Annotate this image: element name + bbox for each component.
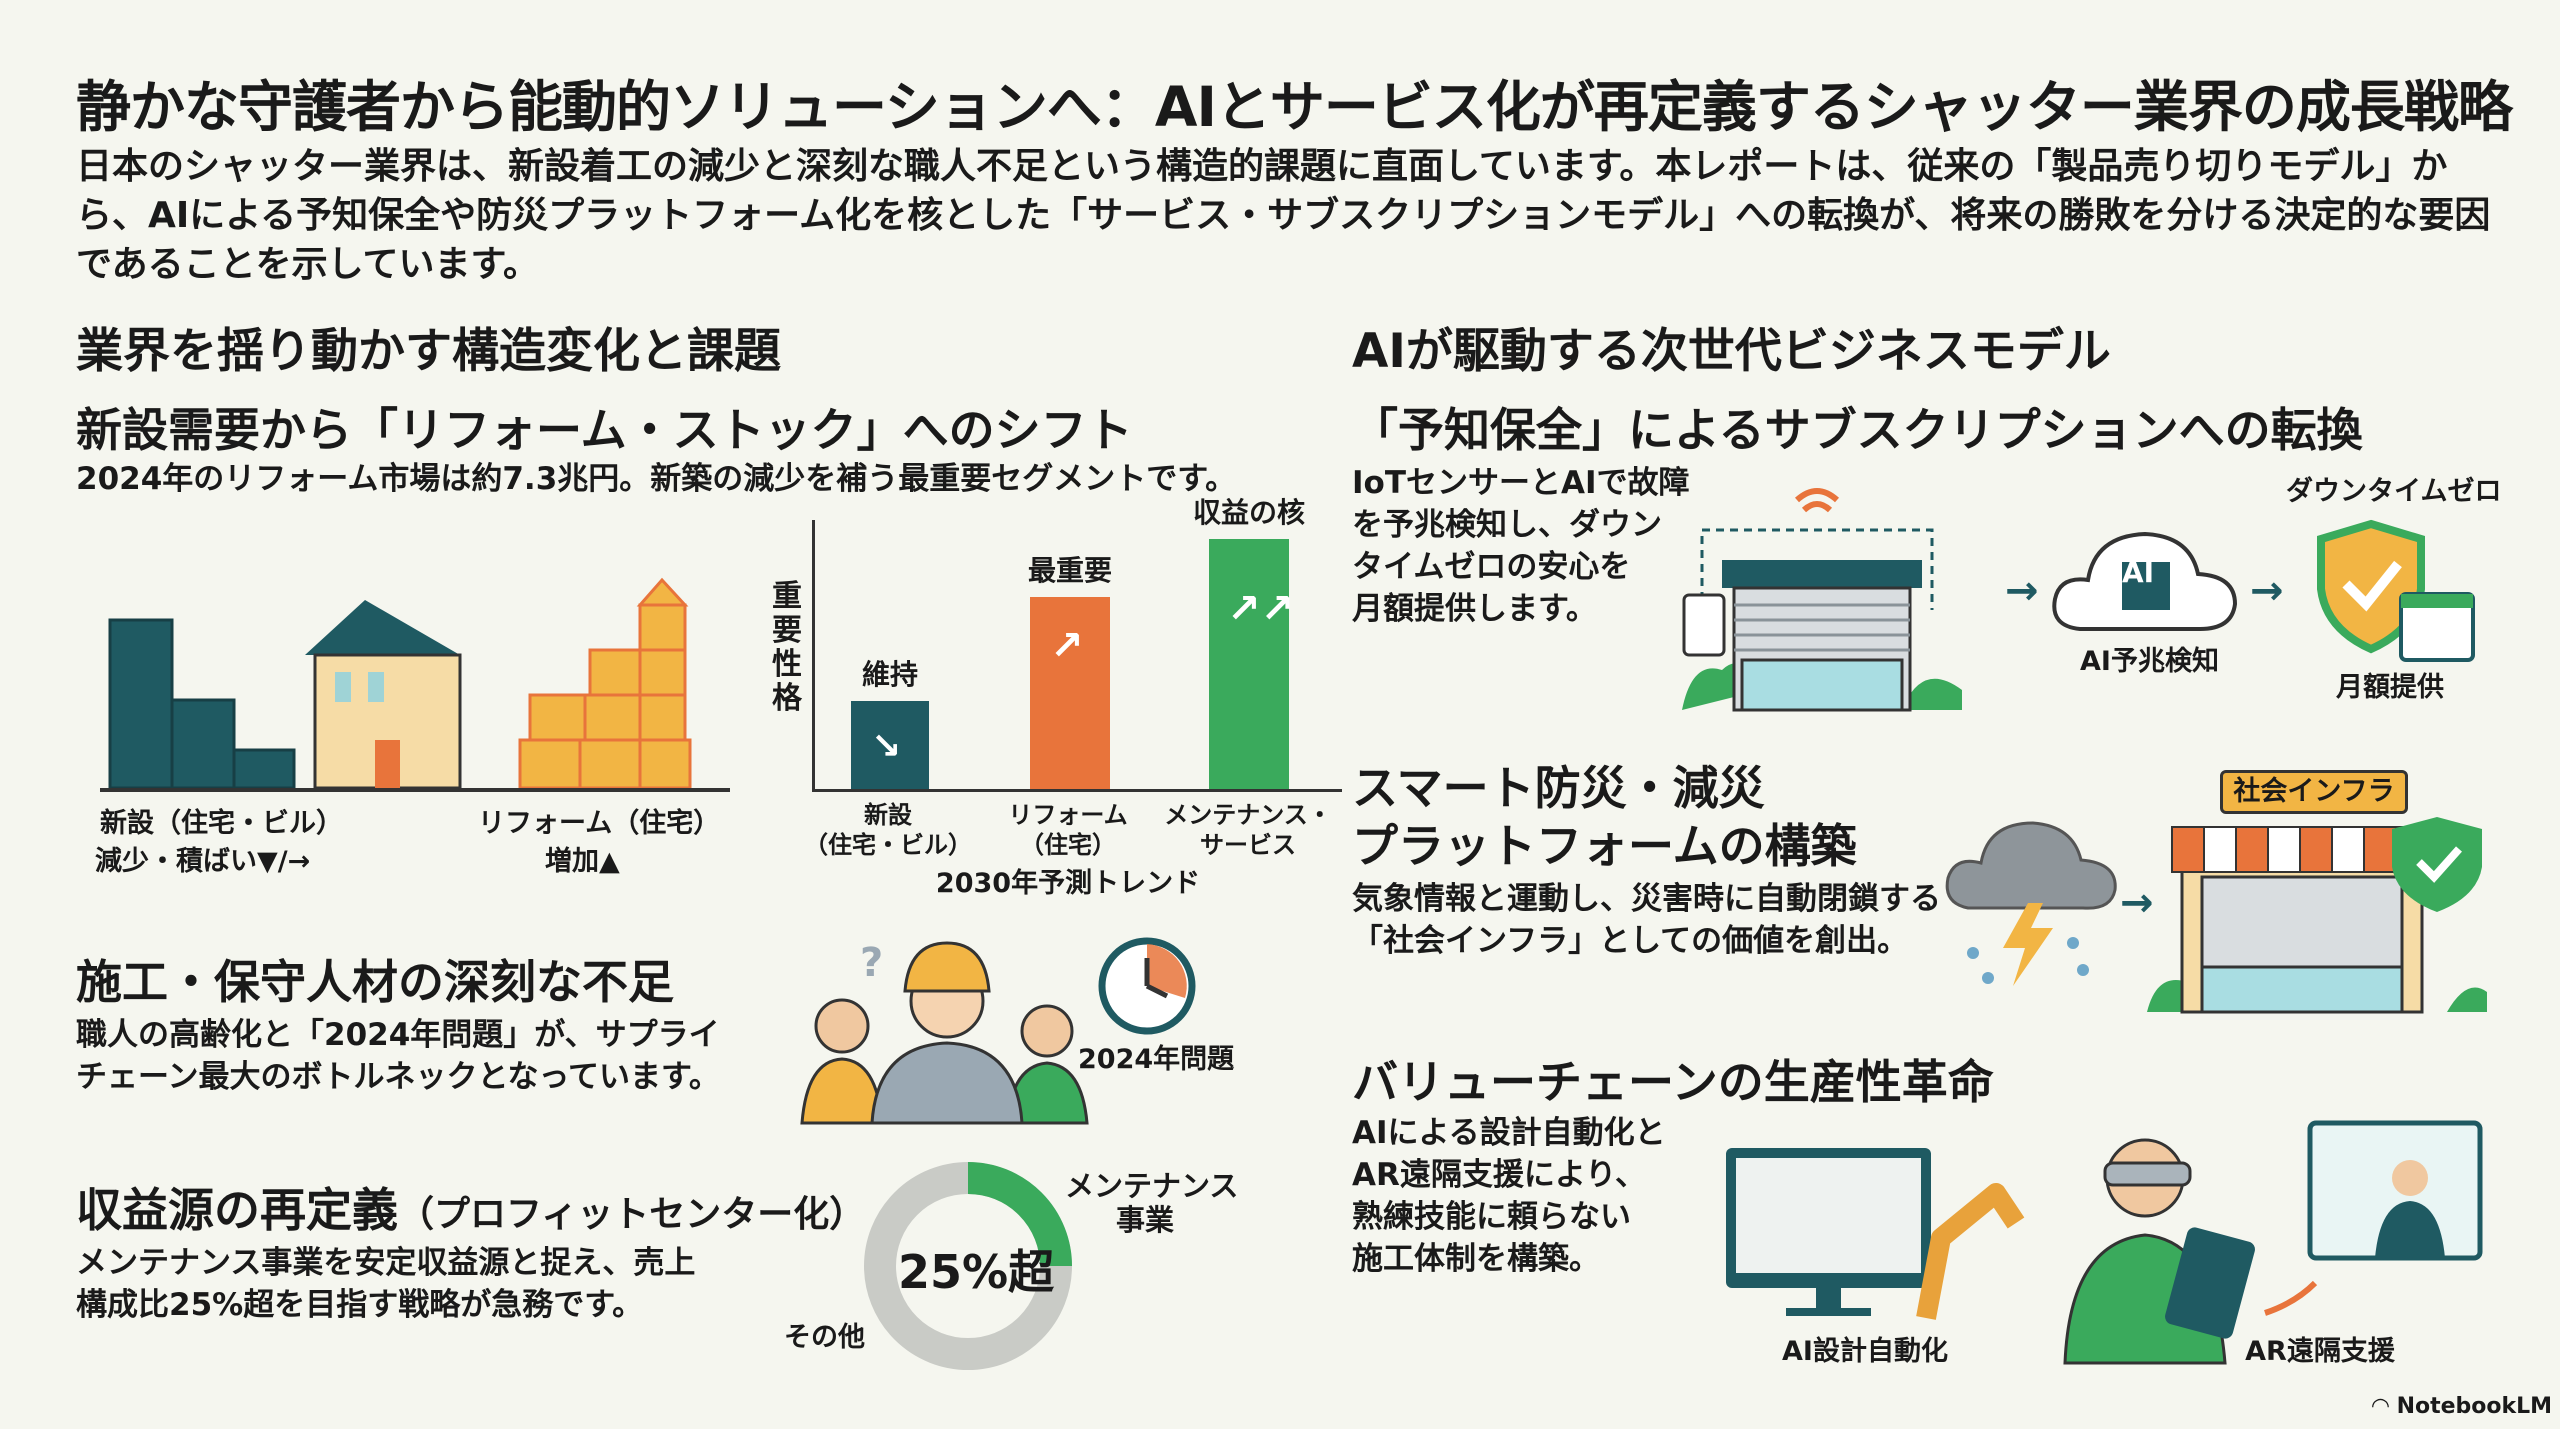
page-title: 静かな守護者から能動的ソリューションへ：AIとサービス化が再定義するシャッター業… — [76, 75, 2513, 139]
downtime-label: ダウンタイムゼロ — [2286, 476, 2502, 507]
ai-detection-label: AI予兆検知 — [2080, 646, 2219, 677]
disaster-text-1: 気象情報と運動し、災害時に自動閉鎖する — [1352, 881, 1941, 917]
ar-support-label: AR遠隔支援 — [2245, 1336, 2395, 1367]
right-section-heading: AIが駆動する次世代ビジネスモデル — [1352, 324, 2111, 379]
labor-text-1: 職人の高齢化と「2024年問題」が、サプライ — [76, 1017, 720, 1053]
disaster-heading-2: プラットフォームの構築 — [1352, 819, 1857, 873]
value-chain-text-4: 施工体制を構築。 — [1352, 1241, 1600, 1277]
bar-tag-profit-core: 収益の核 — [1192, 496, 1305, 529]
disaster-text-2: 「社会インフラ」としての価値を創出。 — [1352, 923, 1909, 959]
donut-center-label: 25%超 — [898, 1245, 1055, 1299]
value-chain-text-1: AIによる設計自動化と — [1352, 1115, 1666, 1151]
reform-trend: 増加▲ — [545, 846, 620, 877]
left-section-heading: 業界を揺り動かす構造変化と課題 — [76, 324, 781, 379]
arrow-right-icon-3: → — [2120, 880, 2154, 926]
profit-text-1: メンテナンス事業を安定収益源と捉え、売上 — [76, 1245, 696, 1281]
donut-maintenance-segment — [864, 1162, 1072, 1370]
trend-down-icon: ↘ — [871, 726, 902, 767]
storm-cloud-icon — [1945, 821, 2117, 986]
bar-new-build — [851, 701, 929, 789]
social-infra-badge-text: 社会インフラ — [2233, 776, 2395, 807]
revenue-donut — [864, 1162, 1072, 1370]
x-label-reform: リフォーム （住宅） — [1008, 801, 1128, 859]
ai-design-illustration — [1726, 1148, 2025, 1320]
new-build-label: 新設（住宅・ビル） — [100, 808, 343, 839]
notebooklm-logo-icon: ◠ — [2372, 1394, 2397, 1419]
monthly-label: 月額提供 — [2336, 672, 2444, 703]
reform-label: リフォーム（住宅） — [478, 808, 721, 839]
chart-ylabel: 重要性格 — [772, 579, 802, 716]
chart-xlabel: 2030年予測トレンド — [935, 868, 1201, 899]
intro-text: 日本のシャッター業界は、新設着工の減少と深刻な職人不足という構造的課題に直面して… — [76, 146, 2491, 285]
labor-heading: 施工・保守人材の深刻な不足 — [76, 955, 674, 1009]
maintenance-label-2: 事業 — [1115, 1203, 1174, 1237]
value-chain-text-3: 熟練技能に頼らない — [1352, 1199, 1631, 1235]
store-shutter-illustration — [2147, 817, 2487, 1014]
bar-reform — [1030, 597, 1110, 789]
workers-illustration — [800, 941, 1089, 1125]
predictive-text-1: IoTセンサーとAIで故障 — [1352, 465, 1690, 501]
importance-chart: 維持 最重要 収益の核 ↘ ↗ ↗↗ — [812, 497, 1342, 792]
clock-label: 2024年問題 — [1078, 1044, 1235, 1075]
social-infra-badge: 社会インフラ — [2220, 770, 2408, 814]
bar-maintenance — [1209, 539, 1289, 789]
notebooklm-brand: ◠ NotebookLM — [2372, 1394, 2552, 1419]
iot-shutter-illustration — [1682, 488, 1962, 712]
bar-tag-maintain: 維持 — [861, 658, 918, 691]
shift-heading: 新設需要から「リフォーム・ストック」へのシフト — [76, 403, 1133, 457]
other-label: その他 — [784, 1322, 865, 1353]
predictive-heading: 「予知保全」によるサブスクリプションへの転換 — [1352, 403, 2363, 457]
building-illustration — [100, 577, 730, 792]
arrow-right-icon-2: → — [2250, 568, 2284, 614]
arrow-right-icon: → — [2005, 568, 2039, 614]
profit-heading-main: 収益源の再定義 — [76, 1183, 398, 1237]
bar-tag-most-important: 最重要 — [1027, 554, 1112, 587]
profit-heading: 収益源の再定義（プロフィットセンター化） — [76, 1174, 865, 1240]
maintenance-label-1: メンテナンス — [1065, 1169, 1239, 1203]
value-chain-text-2: AR遠隔支援により、 — [1352, 1157, 1647, 1193]
clock-icon — [1098, 937, 1196, 1035]
value-chain-heading: バリューチェーンの生産性革命 — [1352, 1055, 1994, 1109]
profit-text-2: 構成比25%超を目指す戦略が急務です。 — [76, 1287, 644, 1323]
new-build-trend: 減少・積ばい▼/→ — [95, 846, 311, 877]
disaster-heading-1: スマート防災・減災 — [1352, 761, 1765, 815]
predictive-text-3: タイムゼロの安心を — [1352, 549, 1631, 585]
shield-calendar-icon — [2317, 519, 2475, 662]
x-label-maintenance: メンテナンス・ サービス — [1164, 801, 1332, 859]
predictive-text-2: を予兆検知し、ダウン — [1352, 507, 1662, 543]
trend-strong-up-icon: ↗↗ — [1227, 586, 1295, 632]
predictive-text-4: 月額提供します。 — [1352, 591, 1597, 627]
ai-design-label: AI設計自動化 — [1782, 1336, 1948, 1367]
labor-text-2: チェーン最大のボトルネックとなっています。 — [76, 1059, 720, 1095]
x-label-new-build: 新設 （住宅・ビル） — [804, 801, 972, 859]
ar-support-illustration — [2063, 1120, 2483, 1365]
cloud-ai-icon — [2052, 531, 2238, 631]
question-mark-icon: ? — [860, 940, 884, 986]
trend-up-icon: ↗ — [1050, 623, 1084, 669]
profit-heading-sub: （プロフィットセンター化） — [398, 1194, 866, 1235]
ai-chip-label: AI — [2122, 556, 2155, 589]
brand-text: NotebookLM — [2396, 1394, 2553, 1419]
shift-caption: 2024年のリフォーム市場は約7.3兆円。新築の減少を補う最重要セグメントです。 — [76, 461, 1237, 497]
